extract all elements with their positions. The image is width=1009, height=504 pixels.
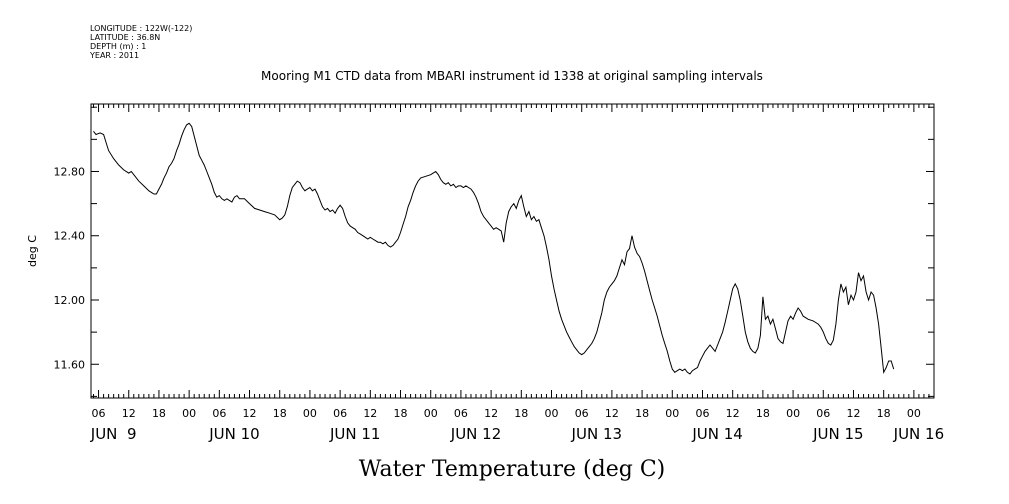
- day-label: JUN 12: [450, 425, 501, 443]
- x-tick-label: 12: [484, 407, 498, 420]
- metadata-depth: DEPTH (m) : 1: [90, 42, 146, 51]
- x-axis-label: Water Temperature (deg C): [359, 457, 666, 482]
- x-tick-label: 00: [424, 407, 438, 420]
- day-label: JUN 16: [893, 425, 944, 443]
- x-tick-label: 12: [243, 407, 257, 420]
- y-tick-label: 11.60: [54, 358, 86, 371]
- x-tick-label: 12: [122, 407, 136, 420]
- y-tick-label: 12.80: [54, 165, 86, 178]
- x-tick-label: 18: [152, 407, 166, 420]
- x-tick-label: 18: [756, 407, 770, 420]
- x-tick-label: 18: [635, 407, 649, 420]
- x-tick-label: 00: [303, 407, 317, 420]
- day-label: JUN 13: [571, 425, 622, 443]
- x-tick-label: 06: [212, 407, 226, 420]
- y-tick-label: 12.40: [54, 230, 86, 243]
- x-tick-label: 18: [273, 407, 287, 420]
- x-tick-label: 06: [816, 407, 830, 420]
- y-axis-label: deg C: [26, 235, 39, 267]
- metadata-block: LONGITUDE : 122W(-122) LATITUDE : 36.8N …: [89, 24, 192, 60]
- metadata-longitude: LONGITUDE : 122W(-122): [90, 24, 192, 33]
- x-tick-label: 06: [575, 407, 589, 420]
- x-tick-label: 18: [514, 407, 528, 420]
- day-label: JUN 9: [90, 425, 137, 443]
- day-label: JUN 14: [691, 425, 742, 443]
- x-tick-label: 06: [454, 407, 468, 420]
- x-tick-label: 00: [907, 407, 921, 420]
- x-tick-label: 12: [605, 407, 619, 420]
- x-tick-label: 12: [363, 407, 377, 420]
- x-tick-label: 12: [846, 407, 860, 420]
- day-label: JUN 15: [812, 425, 863, 443]
- day-label: JUN 11: [329, 425, 380, 443]
- x-tick-label: 06: [333, 407, 347, 420]
- plot-frame: [90, 103, 935, 399]
- chart-title: Mooring M1 CTD data from MBARI instrumen…: [261, 69, 763, 83]
- y-tick-label: 12.00: [54, 294, 86, 307]
- metadata-latitude: LATITUDE : 36.8N: [90, 33, 160, 42]
- x-tick-label: 18: [394, 407, 408, 420]
- metadata-year: YEAR : 2011: [89, 51, 139, 60]
- x-tick-label: 00: [665, 407, 679, 420]
- x-tick-label: 06: [695, 407, 709, 420]
- y-tick-labels: 11.60 12.00 12.40 12.80: [54, 165, 86, 371]
- hour-tick-labels: 06 12 18 00 06 12 18 00 06 12 18 00 06 12 18 00 06 12 18 00…: [92, 407, 921, 420]
- x-tick-label: 18: [877, 407, 891, 420]
- x-tick-label: 06: [92, 407, 106, 420]
- series-line: [93, 122, 895, 375]
- x-tick-label: 00: [182, 407, 196, 420]
- day-label: JUN 10: [208, 425, 259, 443]
- x-tick-label: 00: [786, 407, 800, 420]
- x-tick-label: 12: [726, 407, 740, 420]
- x-tick-label: 00: [545, 407, 559, 420]
- axes: [91, 104, 935, 398]
- day-labels: JUN 9 JUN 10 JUN 11 JUN 12 JUN 13 JUN 14 JUN 1…: [90, 425, 944, 443]
